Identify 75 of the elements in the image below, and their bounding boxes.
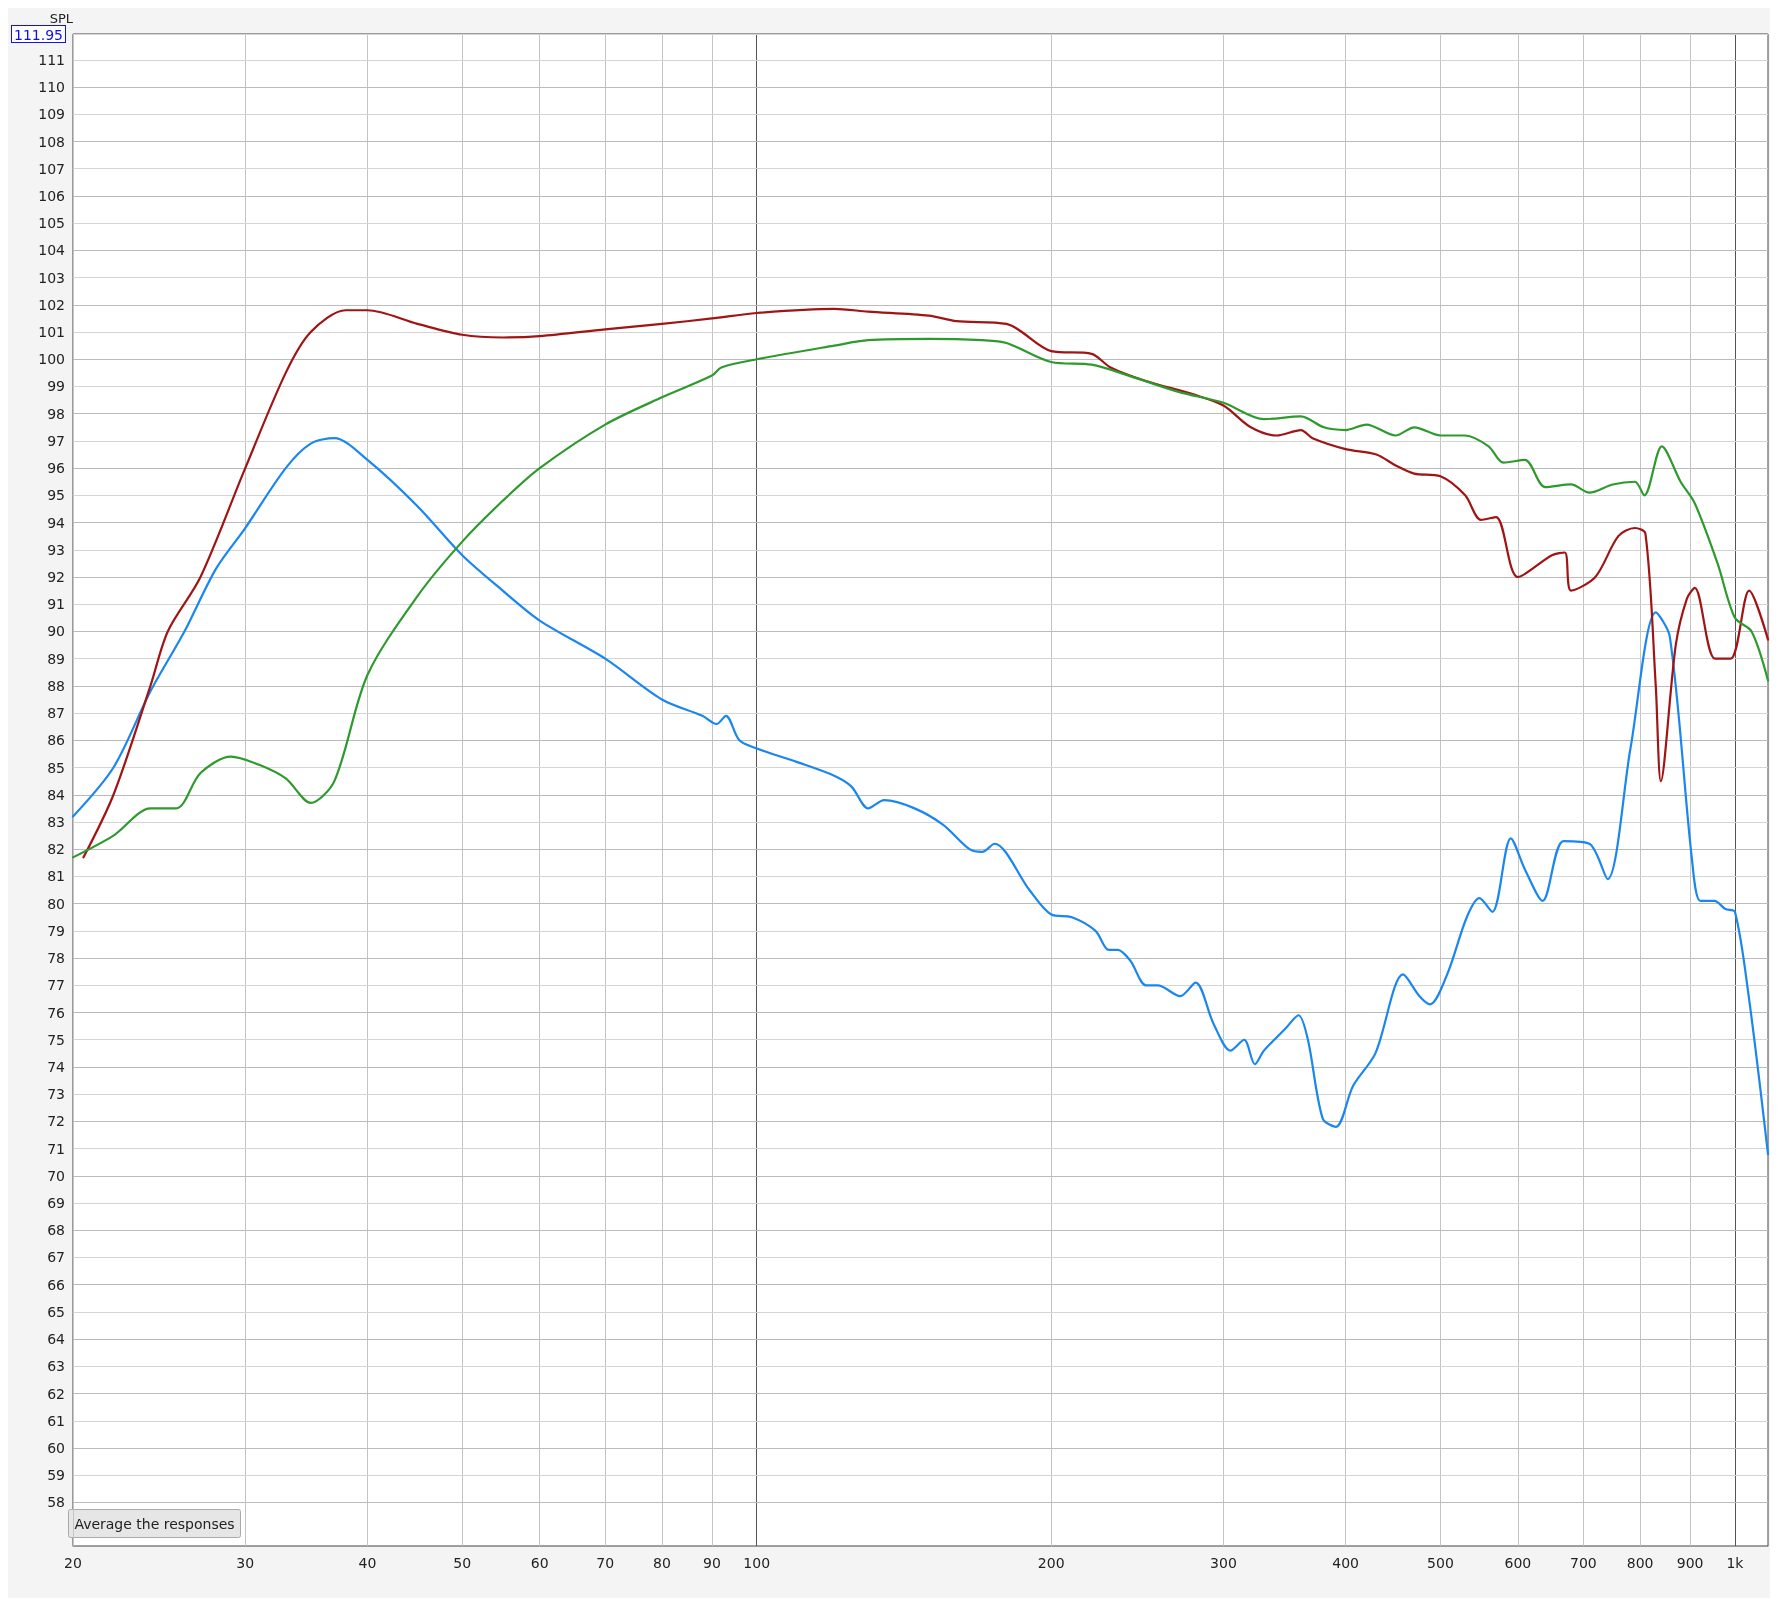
x-tick-label: 700 [1570, 1555, 1597, 1571]
y-tick-label: 86 [47, 732, 66, 749]
y-tick-label: 109 [38, 106, 65, 123]
y-tick-label: 111 [38, 51, 65, 68]
x-tick-label: 400 [1332, 1555, 1360, 1571]
y-tick-label: 71 [47, 1140, 65, 1157]
x-tick-label: 600 [1504, 1555, 1532, 1571]
y-tick-label: 72 [47, 1113, 65, 1130]
y-tick-label: 96 [47, 460, 66, 477]
x-tick-label: 90 [703, 1555, 721, 1571]
x-tick-label: 40 [358, 1555, 377, 1571]
y-tick-label: 79 [47, 922, 65, 939]
x-tick-label: 80 [653, 1555, 671, 1571]
x-tick-label: 60 [530, 1555, 549, 1571]
x-tick-label: 800 [1626, 1555, 1654, 1571]
y-tick-label: 70 [47, 1167, 65, 1184]
x-tick-label: 70 [596, 1555, 615, 1571]
x-tick-label: 500 [1427, 1555, 1454, 1571]
x-tick-label: 30 [236, 1555, 255, 1571]
y-tick-label: 59 [47, 1467, 65, 1484]
y-tick-label: 81 [47, 868, 65, 885]
y-tick-label: 74 [47, 1058, 66, 1075]
y-tick-label: 89 [47, 650, 65, 667]
x-tick-label: 900 [1676, 1555, 1704, 1571]
y-tick-label: 87 [47, 705, 65, 722]
y-tick-label: 80 [47, 895, 65, 912]
x-tick-label: 50 [453, 1555, 472, 1571]
y-tick-label: 99 [47, 378, 65, 395]
y-tick-label: 102 [38, 296, 65, 313]
y-axis-title: SPL [49, 11, 74, 27]
y-tick-label: 83 [47, 813, 65, 830]
y-tick-label: 58 [47, 1494, 65, 1511]
y-tick-label: 94 [47, 514, 66, 531]
y-tick-label: 90 [47, 623, 65, 640]
y-tick-label: 67 [47, 1249, 65, 1266]
y-tick-label: 75 [47, 1031, 65, 1048]
y-tick-label: 62 [47, 1385, 65, 1402]
y-tick-label: 65 [47, 1303, 65, 1320]
y-tick-label: 85 [47, 759, 65, 776]
y-tick-label: 95 [47, 487, 65, 504]
x-tick-label: 100 [743, 1555, 771, 1571]
y-tick-label: 82 [47, 841, 65, 858]
y-tick-label: 97 [47, 432, 65, 449]
y-tick-label: 93 [47, 541, 65, 558]
y-tick-label: 107 [38, 160, 65, 177]
y-tick-label: 84 [47, 786, 66, 803]
y-tick-label: 92 [47, 569, 65, 586]
y-tick-label: 88 [47, 677, 65, 694]
y-tick-label: 69 [47, 1195, 65, 1212]
y-tick-label: 100 [38, 351, 65, 368]
y-tick-label: 108 [38, 133, 65, 150]
y-tick-label: 105 [38, 215, 65, 232]
x-tick-label: 200 [1037, 1555, 1065, 1571]
x-tick-label: 20 [64, 1555, 82, 1571]
y-tick-label: 60 [47, 1440, 65, 1457]
y-tick-label: 66 [47, 1276, 66, 1293]
y-tick-label: 111.95 [13, 27, 63, 43]
y-tick-label: 106 [38, 187, 66, 204]
y-tick-label: 103 [38, 269, 65, 286]
x-tick-label: 300 [1210, 1555, 1237, 1571]
x-tick-label: 1k [1726, 1555, 1745, 1571]
y-tick-label: 91 [47, 596, 65, 613]
y-tick-label: 73 [47, 1086, 65, 1103]
y-tick-label: 110 [38, 79, 65, 96]
y-tick-label: 68 [47, 1222, 65, 1239]
y-tick-label: 61 [47, 1412, 65, 1429]
y-tick-label: 77 [47, 977, 65, 994]
y-tick-label: 76 [47, 1004, 66, 1021]
y-tick-label: 63 [47, 1358, 65, 1375]
y-tick-label: 78 [47, 950, 65, 967]
annotation: Average the responses [74, 1515, 235, 1532]
y-tick-label: 64 [47, 1331, 66, 1348]
y-tick-label: 101 [38, 324, 65, 341]
y-tick-label: 98 [47, 405, 65, 422]
y-tick-label: 104 [38, 242, 66, 259]
